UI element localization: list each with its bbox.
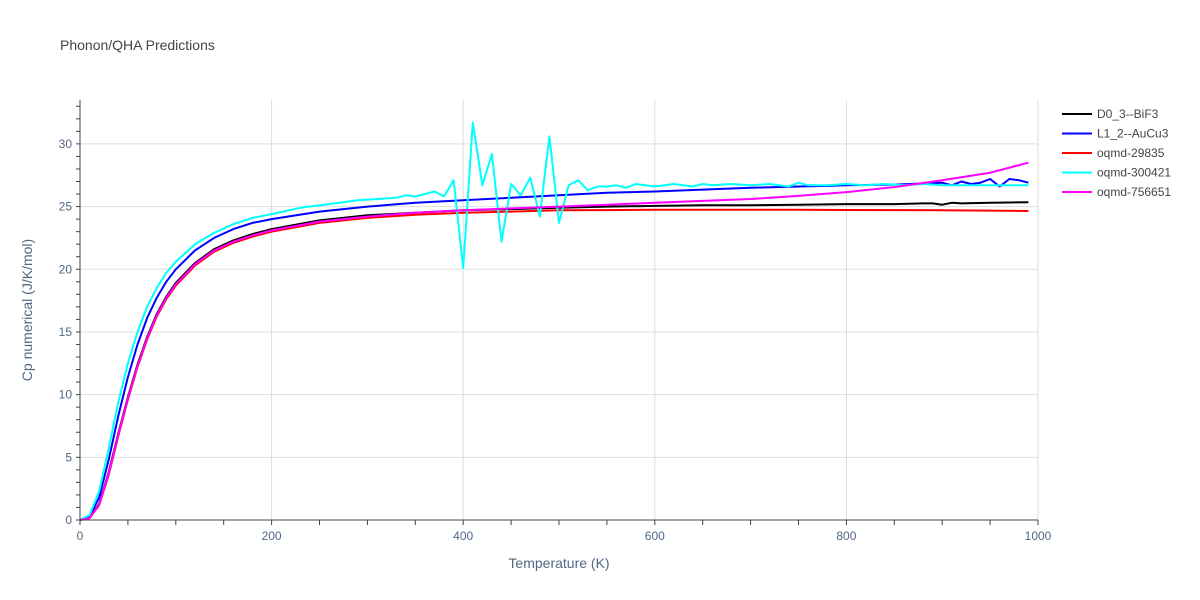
x-axis-label: Temperature (K) <box>508 555 609 571</box>
x-tick-label: 600 <box>645 529 665 543</box>
y-tick-label: 20 <box>59 262 73 276</box>
series-line-oqmd-29835 <box>79 208 1029 521</box>
series-line-L1_2--AuCu3 <box>79 178 1029 521</box>
legend[interactable]: D0_3--BiF3 L1_2--AuCu3 oqmd-29835 oqmd-3004… <box>1062 107 1171 199</box>
x-tick-label: 200 <box>262 529 282 543</box>
chart-title: Phonon/QHA Predictions <box>60 37 215 53</box>
y-axis-label: Cp numerical (J/K/mol) <box>19 239 35 381</box>
gridlines <box>80 100 1039 520</box>
y-tick-label: 30 <box>59 137 73 151</box>
x-tick-label: 0 <box>77 529 84 543</box>
legend-item-oqmd-300421[interactable]: oqmd-300421 <box>1062 166 1171 180</box>
legend-item-D0_3--BiF3[interactable]: D0_3--BiF3 <box>1062 107 1159 121</box>
y-tick-label: 25 <box>59 200 73 214</box>
y-tick-label: 5 <box>65 450 72 464</box>
y-tick-label: 10 <box>59 388 73 402</box>
x-tick-labels: 0 200 400 600 800 1000 <box>77 529 1052 543</box>
legend-item-L1_2--AuCu3[interactable]: L1_2--AuCu3 <box>1062 127 1169 141</box>
series-line-D0_3--BiF3 <box>79 201 1029 521</box>
x-tick-label: 800 <box>836 529 856 543</box>
legend-label: D0_3--BiF3 <box>1097 107 1159 121</box>
legend-label: oqmd-300421 <box>1097 166 1171 180</box>
legend-label: L1_2--AuCu3 <box>1097 127 1169 141</box>
series-lines <box>79 121 1029 521</box>
y-tick-label: 0 <box>65 513 72 527</box>
y-tick-label: 15 <box>59 325 73 339</box>
legend-label: oqmd-29835 <box>1097 146 1165 160</box>
x-tick-label: 400 <box>453 529 473 543</box>
series-line-oqmd-756651 <box>79 161 1029 521</box>
legend-item-oqmd-29835[interactable]: oqmd-29835 <box>1062 146 1165 160</box>
axes <box>76 100 1039 525</box>
legend-item-oqmd-756651[interactable]: oqmd-756651 <box>1062 185 1171 199</box>
legend-label: oqmd-756651 <box>1097 185 1171 199</box>
series-line-oqmd-300421 <box>79 121 1029 521</box>
x-tick-label: 1000 <box>1025 529 1052 543</box>
y-tick-labels: 0 5 10 15 20 25 30 <box>59 137 73 527</box>
